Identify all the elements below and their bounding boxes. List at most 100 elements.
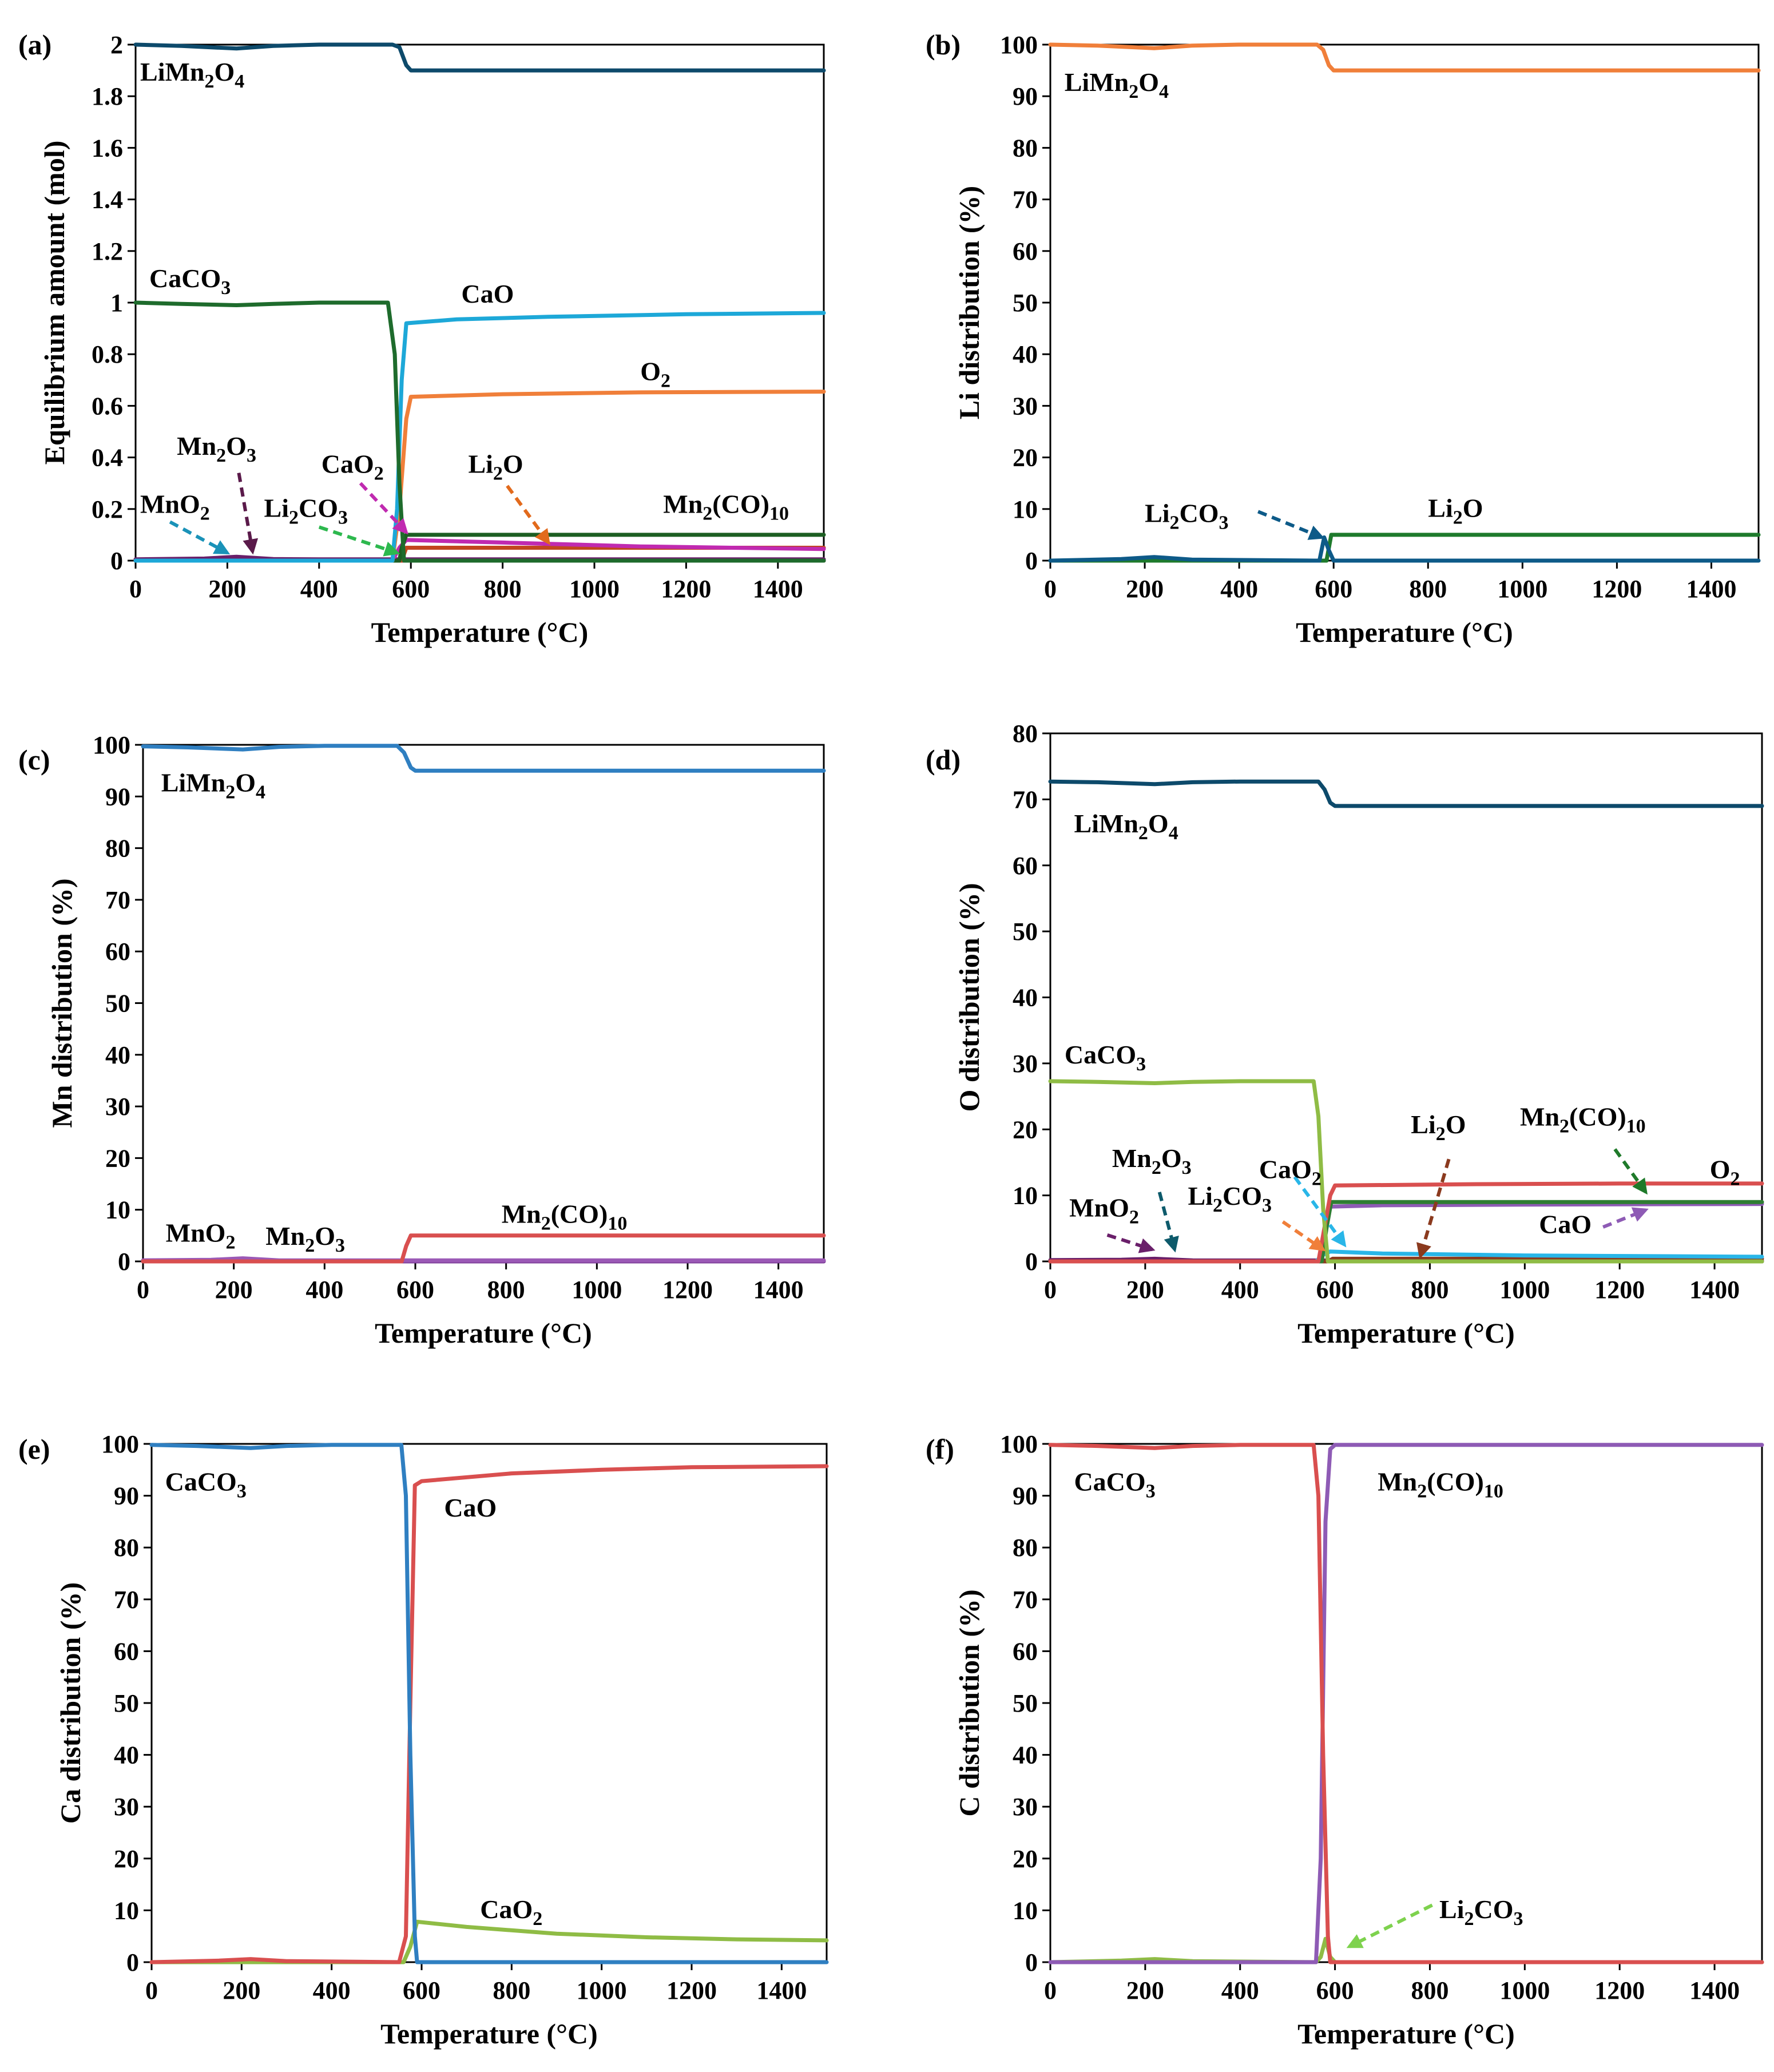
annotation-arrow [1613,1148,1648,1195]
series-line-limn2o4 [1048,779,1764,808]
series-label-limn2o4: LiMn2​O4​ [161,768,265,803]
series-label-caco3: CaCO3​ [1065,1040,1146,1075]
x-tick-label: 0 [1044,1976,1057,2004]
panel-a: 0 0.2 0.4 0.6 0.8 1 1.2 1.4 1.6 1.8 2 0 200 400 600 800… [18,29,826,648]
series-label-mn2o3: Mn2​O3​ [265,1221,345,1256]
y-tick-label: 30 [114,1793,139,1821]
y-tick-label: 80 [1013,134,1038,162]
x-tick-label: 200 [208,575,246,603]
annotation-arrow [1346,1903,1433,1948]
y-tick-label: 0.4 [92,444,123,472]
x-tick-label: 600 [1316,1276,1354,1304]
series-label-li2co3: Li2​CO3​ [1145,498,1228,533]
x-tick-label: 400 [1220,575,1258,603]
x-tick-label: 400 [1221,1976,1259,2004]
series-group [141,744,826,1264]
y-tick-label: 20 [1013,1845,1038,1873]
y-axis-label: Ca distribution (%) [54,1582,86,1824]
y-tick-label: 0.2 [92,495,123,523]
x-tick-label: 1400 [753,575,803,603]
series-line-cao2 [149,1919,829,1964]
y-tick-label: 70 [105,886,130,914]
series-label-mn2-co-10: Mn2​(CO)10​ [663,490,789,525]
series-line-li2co3 [1048,1936,1764,1964]
plot-frame [1049,1443,1763,1963]
annotation-arrow [1602,1207,1649,1229]
series-label-mn2o3: Mn2​O3​ [1112,1144,1192,1178]
y-tick-label: 80 [1013,1534,1038,1562]
y-tick-label: 40 [1013,1741,1038,1769]
x-tick-label: 600 [403,1976,440,2004]
y-tick-label: 40 [1013,984,1038,1012]
series-label-li2o: Li2​O [1428,493,1483,528]
x-tick-label: 1000 [1499,1976,1550,2004]
y-tick-label: 20 [1013,444,1038,472]
series-label-cao2: CaO2​ [322,450,384,485]
x-tick-label: 1400 [753,1276,804,1304]
y-tick-label: 10 [1013,1182,1038,1210]
y-tick-label: 100 [1000,1430,1038,1458]
y-tick-label: 60 [1013,237,1038,265]
x-tick-label: 200 [1126,1276,1164,1304]
y-tick-label: 1 [110,289,123,317]
x-tick-label: 0 [1044,575,1057,603]
series-line-limn2o4 [133,42,826,73]
y-tick-label: 0 [1025,1948,1038,1976]
series-label-mno2: MnO2​ [166,1218,236,1253]
y-tick-label: 1.2 [92,237,123,265]
x-tick-label: 800 [1411,1276,1448,1304]
x-tick-label: 1000 [569,575,620,603]
series-label-limn2o4: LiMn2​O4​ [1065,68,1169,102]
y-tick-label: 0 [126,1948,139,1976]
series-label-limn2o4: LiMn2​O4​ [1074,809,1178,844]
x-tick-label: 1400 [756,1976,807,2004]
y-axis-label: O distribution (%) [953,883,985,1112]
annotation-arrow [1257,510,1325,540]
y-tick-label: 40 [1013,340,1038,368]
y-tick-label: 30 [1013,1793,1038,1821]
series-label-cao: CaO [1539,1209,1592,1239]
x-tick-label: 1200 [666,1976,717,2004]
series-group [1048,1443,1764,1964]
series-label-o2: O2​ [1710,1155,1740,1190]
x-tick-label: 0 [129,575,142,603]
y-tick-label: 60 [114,1637,139,1665]
x-tick-label: 1000 [572,1276,622,1304]
x-tick-label: 800 [1409,575,1447,603]
x-tick-label: 800 [484,575,522,603]
y-tick-label: 70 [1013,186,1038,214]
panel-tag: (e) [18,1433,50,1465]
y-tick-label: 40 [105,1041,130,1069]
y-tick-label: 100 [93,731,130,759]
x-tick-label: 600 [1316,1976,1354,2004]
y-tick-label: 40 [114,1741,139,1769]
y-tick-label: 0 [1025,547,1038,575]
series-line-li2co3 [1048,535,1761,563]
y-axis-label: C distribution (%) [953,1589,985,1816]
series-line-limn2o4 [1048,42,1761,73]
y-axis-label: Li distribution (%) [953,186,985,419]
y-tick-label: 0 [110,547,123,575]
x-tick-label: 400 [1221,1276,1259,1304]
y-tick-label: 50 [114,1689,139,1717]
annotation-arrow [1157,1192,1179,1253]
x-tick-label: 0 [145,1976,158,2004]
y-tick-label: 10 [1013,1896,1038,1924]
x-tick-label: 1200 [661,575,711,603]
y-tick-label: 50 [105,990,130,1018]
x-tick-label: 600 [396,1276,434,1304]
y-tick-label: 90 [114,1482,139,1510]
series-line-caco3 [1048,1443,1764,1964]
panel-tag: (b) [926,29,961,61]
series-label-mn2-co-10: Mn2​(CO)10​ [1378,1467,1503,1502]
y-tick-label: 90 [1013,1482,1038,1510]
y-tick-label: 60 [1013,1637,1038,1665]
y-tick-label: 70 [1013,785,1038,813]
annotation-arrow [169,520,231,555]
annotation-arrow [1281,1220,1326,1252]
